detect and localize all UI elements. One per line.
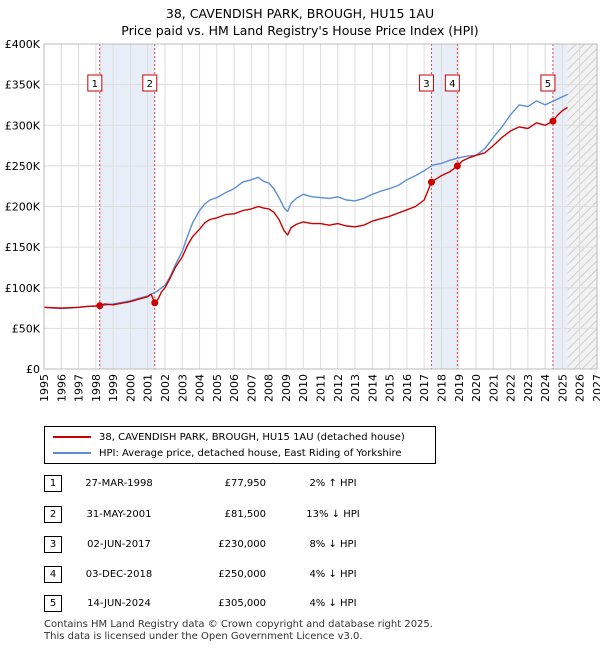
legend: 38, CAVENDISH PARK, BROUGH, HU15 1AU (de… — [44, 426, 436, 464]
sale-label-box-4 — [444, 74, 460, 92]
x-tick-label: 2007 — [245, 374, 258, 402]
sale-number-badge: 4 — [44, 566, 62, 583]
x-tick-label: 2013 — [349, 374, 362, 402]
y-tick-label: £250K — [5, 160, 41, 173]
x-tick-label: 2008 — [263, 374, 276, 402]
x-tick-label: 2018 — [435, 374, 448, 402]
series-line-property — [43, 106, 568, 309]
x-tick-label: 2017 — [418, 374, 431, 402]
y-tick-label: £0 — [26, 363, 40, 376]
x-tick-label: 2022 — [505, 374, 518, 402]
x-tick-label: 2027 — [591, 374, 600, 402]
sale-point-5 — [549, 117, 557, 125]
sale-price: £77,950 — [224, 478, 266, 489]
sale-date: 03-DEC-2018 — [85, 569, 153, 580]
x-tick-label: 1996 — [55, 374, 68, 402]
legend-item-hpi: HPI: Average price, detached house, East… — [53, 446, 402, 460]
footer-license: This data is licensed under the Open Gov… — [44, 631, 363, 642]
x-tick-label: 2003 — [176, 374, 189, 402]
x-tick-label: 2016 — [401, 374, 414, 402]
table-row: 5 14-JUN-2024 £305,000 4% ↓ HPI — [0, 595, 600, 613]
sale-number-badge: 5 — [44, 595, 62, 612]
footer-copyright: Contains HM Land Registry data © Crown c… — [44, 619, 433, 630]
y-tick-label: £300K — [5, 119, 41, 132]
legend-label-property: 38, CAVENDISH PARK, BROUGH, HU15 1AU (de… — [99, 431, 405, 443]
sale-price: £305,000 — [218, 598, 266, 609]
sale-label-box-1 — [87, 74, 103, 92]
sale-point-3 — [427, 178, 435, 186]
legend-swatch-property — [53, 436, 91, 438]
x-tick-label: 2006 — [228, 374, 241, 402]
price-chart: 1 2 3 4 5 £0 £50K £100K £150K £200K £250K £300K £350… — [5, 38, 600, 402]
sale-hpi-diff: 4% ↓ HPI — [309, 598, 357, 609]
x-tick-label: 2020 — [470, 374, 483, 402]
legend-swatch-hpi — [53, 452, 91, 454]
x-tick-label: 2026 — [574, 374, 587, 402]
x-tick-label: 2005 — [211, 374, 224, 402]
y-tick-label: £350K — [5, 79, 41, 92]
sale-point-1 — [96, 302, 104, 310]
x-tick-label: 2009 — [280, 374, 293, 402]
sale-point-4 — [453, 162, 461, 170]
sale-label-text-1: 1 — [92, 79, 98, 90]
series-line-hpi — [43, 93, 568, 310]
y-tick-label: £100K — [5, 282, 41, 295]
plot-frame — [43, 43, 598, 370]
x-tick-label: 2015 — [384, 374, 397, 402]
x-tick-label: 2001 — [142, 374, 155, 402]
x-tick-label: 2019 — [453, 374, 466, 402]
sale-date: 31-MAY-2001 — [86, 509, 152, 520]
x-tick-label: 2025 — [556, 374, 569, 402]
y-tick-label: £150K — [5, 241, 41, 254]
x-tick-label: 1995 — [38, 374, 51, 402]
sale-label-box-5 — [540, 74, 556, 92]
sale-hpi-diff: 13% ↓ HPI — [306, 509, 360, 520]
x-tick-label: 2010 — [297, 374, 310, 402]
x-tick-label: 2002 — [159, 374, 172, 402]
sale-label-box-2 — [142, 74, 158, 92]
sale-date: 02-JUN-2017 — [87, 539, 151, 550]
legend-label-hpi: HPI: Average price, detached house, East… — [99, 447, 402, 459]
x-tick-label: 2014 — [366, 374, 379, 402]
x-tick-label: 2012 — [332, 374, 345, 402]
sale-label-text-3: 3 — [423, 79, 429, 90]
sale-date: 14-JUN-2024 — [87, 598, 151, 609]
chart-subtitle: Price paid vs. HM Land Registry's House … — [121, 23, 479, 38]
x-tick-label: 2000 — [124, 374, 137, 402]
sale-label-text-5: 5 — [545, 79, 551, 90]
sale-hpi-diff: 4% ↓ HPI — [309, 569, 357, 580]
x-tick-label: 2021 — [487, 374, 500, 402]
x-tick-label: 2023 — [522, 374, 535, 402]
sale-price: £250,000 — [218, 569, 266, 580]
sale-date: 27-MAR-1998 — [85, 478, 153, 489]
legend-item-property: 38, CAVENDISH PARK, BROUGH, HU15 1AU (de… — [53, 430, 405, 444]
sale-number-badge: 3 — [44, 536, 62, 553]
y-tick-label: £200K — [5, 201, 41, 214]
sale-label-text-4: 4 — [449, 79, 455, 90]
x-tick-label: 1997 — [73, 374, 86, 402]
x-tick-label: 1999 — [107, 374, 120, 402]
sale-point-2 — [151, 299, 159, 307]
table-row: 1 27-MAR-1998 £77,950 2% ↑ HPI — [0, 475, 600, 493]
sale-hpi-diff: 8% ↓ HPI — [309, 539, 357, 550]
footer: Contains HM Land Registry data © Crown c… — [44, 619, 433, 643]
sale-number-badge: 1 — [44, 475, 62, 492]
sale-label-box-3 — [418, 74, 434, 92]
chart-title: 38, CAVENDISH PARK, BROUGH, HU15 1AU — [165, 6, 435, 21]
x-tick-label: 2004 — [194, 374, 207, 402]
x-tick-label: 2024 — [539, 374, 552, 402]
table-row: 4 03-DEC-2018 £250,000 4% ↓ HPI — [0, 566, 600, 584]
sale-price: £230,000 — [218, 539, 266, 550]
table-row: 2 31-MAY-2001 £81,500 13% ↓ HPI — [0, 506, 600, 524]
x-tick-label: 2011 — [315, 374, 328, 402]
sale-hpi-diff: 2% ↑ HPI — [309, 478, 357, 489]
sale-number-badge: 2 — [44, 506, 62, 523]
sale-price: £81,500 — [224, 509, 266, 520]
table-row: 3 02-JUN-2017 £230,000 8% ↓ HPI — [0, 536, 600, 554]
x-tick-label: 1998 — [90, 374, 103, 402]
sale-label-text-2: 2 — [147, 79, 153, 90]
y-tick-label: £50K — [12, 322, 41, 335]
y-tick-label: £400K — [5, 38, 41, 51]
